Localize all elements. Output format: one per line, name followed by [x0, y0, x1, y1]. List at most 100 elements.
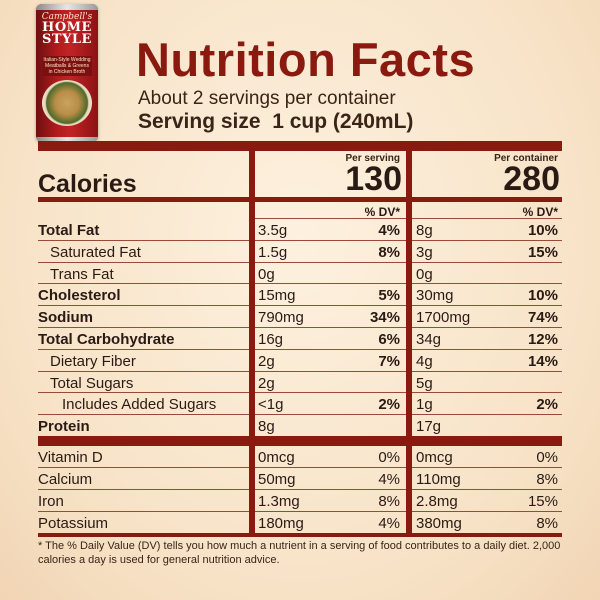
row-divider [255, 511, 406, 512]
row-divider [412, 511, 562, 512]
divider-medium [38, 197, 249, 202]
row-divider [255, 489, 406, 490]
nutrient-name: Dietary Fiber [50, 352, 136, 370]
row-divider [412, 392, 562, 394]
container-amount: 2.8mg [416, 493, 458, 510]
serving-amount: 1.5g [258, 243, 288, 261]
row-divider [38, 305, 249, 307]
serving-dv: 8% [378, 493, 400, 510]
container-dv: 74% [527, 309, 558, 327]
row-divider [255, 218, 406, 219]
dv-heading: % DV* [364, 205, 400, 219]
row-divider [255, 261, 406, 263]
row-divider [38, 239, 249, 241]
row-divider [412, 467, 562, 468]
serving-amount: 180mg [258, 515, 304, 532]
column-separator [249, 151, 255, 537]
row-divider [38, 261, 249, 263]
serving-amount: 790mg [258, 309, 304, 327]
container-dv: 2% [536, 396, 558, 414]
can-rim [36, 137, 98, 142]
nutrient-name: Vitamin D [38, 449, 103, 466]
container-dv: 12% [527, 331, 558, 348]
serving-amount: 8g [258, 418, 275, 436]
serving-dv: 6% [378, 331, 400, 348]
label-title: Nutrition Facts [136, 33, 476, 86]
nutrient-name: Sodium [38, 309, 93, 327]
container-amount: 3g [416, 243, 433, 261]
serving-amount: 1.3mg [258, 493, 300, 510]
servings-per-container: About 2 servings per container [138, 88, 396, 109]
divider-thick [38, 141, 562, 151]
serving-dv: 34% [369, 309, 400, 327]
nutrient-name: Saturated Fat [50, 243, 141, 261]
divider-medium [255, 197, 406, 202]
container-dv: 10% [527, 222, 558, 239]
row-divider [38, 489, 249, 490]
nutrient-name: Total Sugars [50, 374, 134, 392]
serving-amount: <1g [258, 396, 284, 414]
nutrient-name: Iron [38, 493, 64, 510]
container-amount: 0g [416, 265, 433, 283]
product-variety: Italian-Style Wedding Meatballs & Greens… [42, 56, 92, 76]
serving-amount: 15mg [258, 287, 296, 305]
nutrient-name: Cholesterol [38, 287, 121, 305]
serving-dv: 4% [378, 222, 400, 239]
container-amount: 5g [416, 374, 433, 392]
container-dv: 15% [527, 493, 558, 510]
nutrient-name: Calcium [38, 471, 93, 488]
row-divider [412, 414, 562, 416]
container-amount: 1700mg [416, 309, 471, 327]
calories-per-serving: 130 [345, 160, 402, 198]
container-dv: 10% [527, 287, 558, 305]
serving-amount: 16g [258, 331, 284, 348]
serving-amount: 0mcg [258, 449, 295, 466]
container-amount: 110mg [416, 471, 461, 488]
per-container-heading: Per container [494, 153, 558, 164]
row-divider [412, 305, 562, 307]
calories-per-container: 280 [503, 160, 560, 198]
column-separator [406, 151, 412, 537]
divider-medium [38, 533, 562, 537]
product-line-logo: HOME STYLE [42, 20, 92, 47]
serving-dv: 5% [378, 287, 400, 305]
row-divider [255, 327, 406, 328]
nutrient-name: Total Fat [38, 222, 100, 239]
calories-label: Calories [38, 170, 137, 198]
serving-dv: 0% [378, 449, 400, 466]
row-divider [412, 218, 562, 219]
row-divider [412, 348, 562, 350]
can-rim [36, 4, 98, 10]
row-divider [412, 261, 562, 263]
row-divider [38, 392, 249, 394]
row-divider [255, 414, 406, 416]
serving-dv: 4% [378, 515, 400, 532]
nutrient-name: Potassium [38, 515, 109, 532]
row-divider [412, 489, 562, 490]
container-dv: 8% [536, 515, 558, 532]
divider-thick [38, 436, 249, 446]
container-dv: 14% [527, 352, 558, 370]
divider-thick [412, 436, 562, 446]
row-divider [255, 348, 406, 350]
brand-logo: Campbell's [41, 12, 93, 22]
container-dv: 15% [527, 243, 558, 261]
container-amount: 8g [416, 222, 433, 239]
row-divider [38, 283, 249, 285]
row-divider [255, 392, 406, 394]
serving-dv: 7% [378, 352, 400, 370]
nutrient-name: Total Carbohydrate [38, 331, 175, 348]
row-divider [38, 467, 249, 468]
container-dv: 0% [536, 449, 558, 466]
row-divider [255, 239, 406, 241]
container-amount: 4g [416, 352, 433, 370]
serving-size: Serving size 1 cup (240mL) [138, 110, 414, 133]
row-divider [38, 414, 249, 416]
footnote: * The % Daily Value (DV) tells you how m… [38, 540, 561, 566]
soup-bowl-picture [42, 80, 92, 126]
row-divider [38, 511, 249, 512]
row-divider [38, 348, 249, 350]
row-divider [38, 327, 249, 328]
container-amount: 1g [416, 396, 433, 414]
row-divider [412, 370, 562, 372]
